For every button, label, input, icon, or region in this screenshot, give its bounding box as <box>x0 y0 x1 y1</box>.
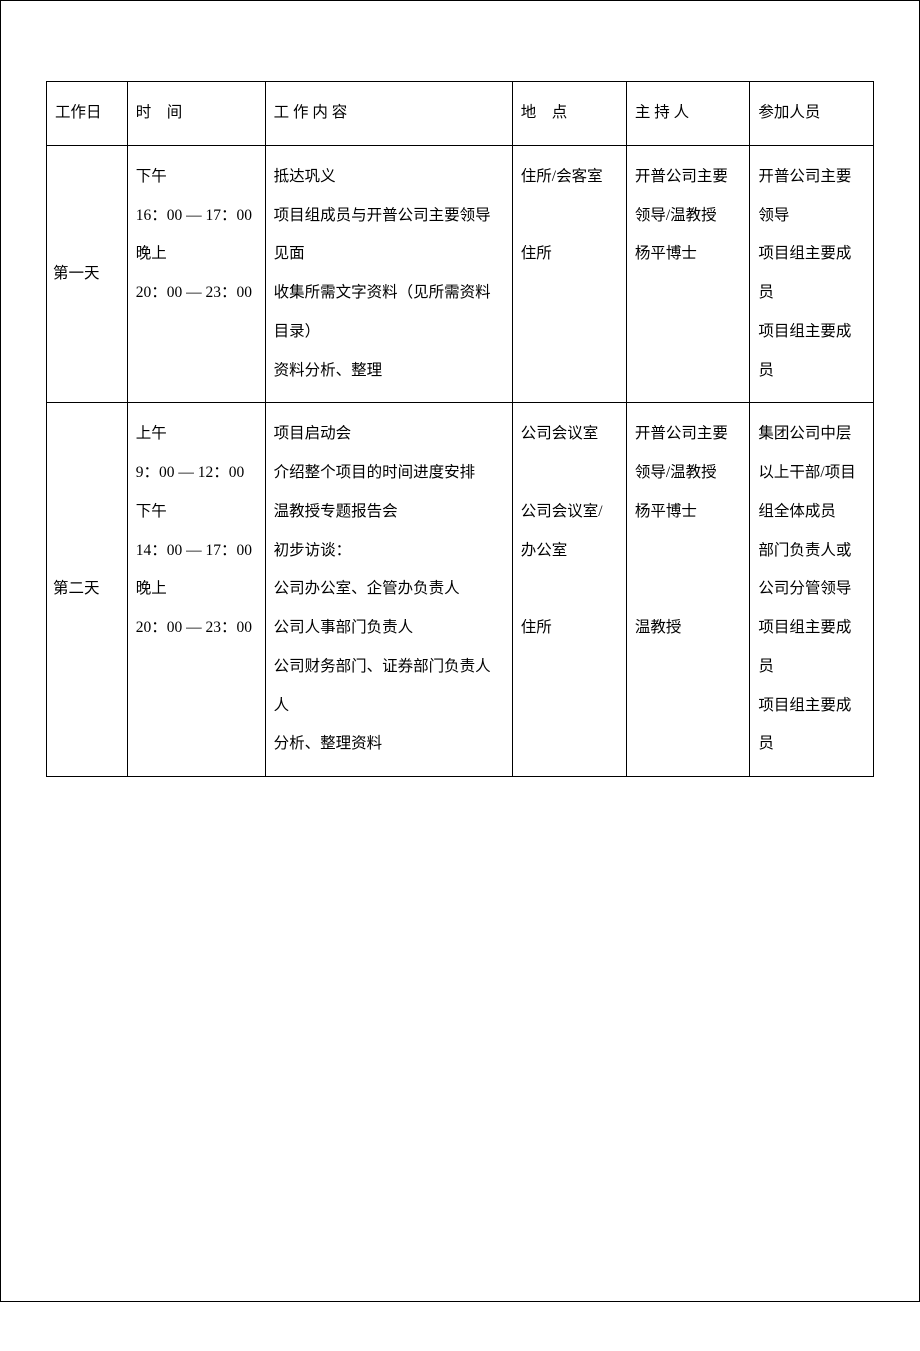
document-page: 工作日 时 间 工 作 内 容 地 点 主 持 人 参加人员 第一天 下午16：… <box>0 0 920 1302</box>
cell-place: 公司会议室 公司会议室/办公室 住所 <box>512 403 626 777</box>
cell-content: 抵达巩义项目组成员与开普公司主要领导见面收集所需文字资料（见所需资料目录）资料分… <box>265 145 512 403</box>
header-day: 工作日 <box>47 82 128 146</box>
cell-time: 下午16：00 — 17：00晚上20：00 — 23：00 <box>127 145 265 403</box>
header-host: 主 持 人 <box>626 82 750 146</box>
schedule-table: 工作日 时 间 工 作 内 容 地 点 主 持 人 参加人员 第一天 下午16：… <box>46 81 874 777</box>
cell-attend: 开普公司主要领导项目组主要成员项目组主要成员 <box>750 145 874 403</box>
cell-text: 开普公司主要领导/温教授杨平博士 <box>635 158 742 274</box>
cell-place: 住所/会客室 住所 <box>512 145 626 403</box>
cell-text: 住所/会客室 住所 <box>521 158 618 274</box>
cell-text: 公司会议室 公司会议室/办公室 住所 <box>521 415 618 648</box>
cell-text: 上午 9：00 — 12：00下午14：00 — 17：00晚上20：00 — … <box>136 415 257 648</box>
cell-text: 第二天 <box>53 570 119 609</box>
cell-text: 开普公司主要领导项目组主要成员项目组主要成员 <box>758 158 865 391</box>
page-inner: 工作日 时 间 工 作 内 容 地 点 主 持 人 参加人员 第一天 下午16：… <box>1 81 919 1351</box>
cell-text: 开普公司主要领导/温教授杨平博士 温教授 <box>635 415 742 648</box>
cell-text: 抵达巩义项目组成员与开普公司主要领导见面收集所需文字资料（见所需资料目录）资料分… <box>274 158 504 391</box>
header-time: 时 间 <box>127 82 265 146</box>
header-attend: 参加人员 <box>750 82 874 146</box>
cell-day: 第一天 <box>47 145 128 403</box>
table-header-row: 工作日 时 间 工 作 内 容 地 点 主 持 人 参加人员 <box>47 82 874 146</box>
header-content: 工 作 内 容 <box>265 82 512 146</box>
cell-content: 项目启动会介绍整个项目的时间进度安排温教授专题报告会初步访谈：公司办公室、企管办… <box>265 403 512 777</box>
cell-host: 开普公司主要领导/温教授杨平博士 <box>626 145 750 403</box>
cell-host: 开普公司主要领导/温教授杨平博士 温教授 <box>626 403 750 777</box>
cell-text: 项目启动会介绍整个项目的时间进度安排温教授专题报告会初步访谈：公司办公室、企管办… <box>274 415 504 764</box>
cell-text: 第一天 <box>53 255 119 294</box>
header-place: 地 点 <box>512 82 626 146</box>
table-row: 第一天 下午16：00 — 17：00晚上20：00 — 23：00 抵达巩义项… <box>47 145 874 403</box>
cell-time: 上午 9：00 — 12：00下午14：00 — 17：00晚上20：00 — … <box>127 403 265 777</box>
cell-attend: 集团公司中层以上干部/项目组全体成员部门负责人或公司分管领导项目组主要成员项目组… <box>750 403 874 777</box>
cell-text: 下午16：00 — 17：00晚上20：00 — 23：00 <box>136 158 257 313</box>
table-row: 第二天 上午 9：00 — 12：00下午14：00 — 17：00晚上20：0… <box>47 403 874 777</box>
cell-day: 第二天 <box>47 403 128 777</box>
cell-text: 集团公司中层以上干部/项目组全体成员部门负责人或公司分管领导项目组主要成员项目组… <box>758 415 865 764</box>
